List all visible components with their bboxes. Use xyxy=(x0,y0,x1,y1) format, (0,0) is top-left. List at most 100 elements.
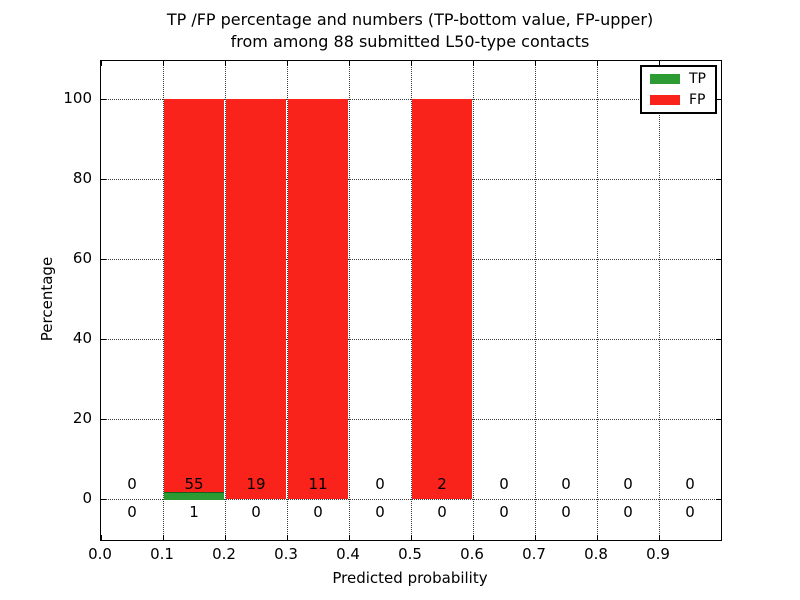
gridline-y xyxy=(101,419,721,420)
gridline-x xyxy=(659,61,660,540)
x-tick-mark xyxy=(411,61,412,66)
y-tick-label: 60 xyxy=(72,249,92,267)
legend-item-tp: TP xyxy=(650,72,706,86)
x-tick-mark xyxy=(349,535,350,540)
y-tick-label: 20 xyxy=(72,409,92,427)
x-tick-label: 0.1 xyxy=(150,545,174,563)
y-tick-mark xyxy=(101,179,106,180)
bar-fp xyxy=(412,99,472,499)
y-tick-mark xyxy=(716,339,721,340)
plot-area: 0 0 55 1 19 0 11 0 0 0 2 0 0 0 0 0 0 0 0 0 TP FP xyxy=(100,60,722,541)
gridline-x xyxy=(597,61,598,540)
x-tick-label: 0.2 xyxy=(212,545,236,563)
x-tick-mark xyxy=(659,535,660,540)
x-tick-mark xyxy=(225,61,226,66)
fp-count-label: 0 xyxy=(623,475,633,493)
y-tick-mark xyxy=(716,179,721,180)
y-tick-mark xyxy=(101,259,106,260)
x-tick-mark xyxy=(411,535,412,540)
tp-count-label: 0 xyxy=(623,503,633,521)
gridline-y xyxy=(101,339,721,340)
y-tick-label: 40 xyxy=(72,329,92,347)
x-tick-mark xyxy=(659,61,660,66)
bar-fp xyxy=(288,99,348,499)
legend: TP FP xyxy=(640,65,717,114)
x-tick-mark xyxy=(473,535,474,540)
gridline-x xyxy=(163,61,164,540)
y-tick-label: 0 xyxy=(82,489,92,507)
x-tick-label: 0.8 xyxy=(584,545,608,563)
fp-swatch xyxy=(650,95,680,105)
legend-label-tp: TP xyxy=(689,71,706,87)
x-tick-label: 0.0 xyxy=(88,545,112,563)
legend-label-fp: FP xyxy=(689,92,706,108)
chart-title-line2: from among 88 submitted L50-type contact… xyxy=(230,32,590,51)
x-tick-mark xyxy=(349,61,350,66)
x-tick-mark xyxy=(473,61,474,66)
x-tick-mark xyxy=(287,61,288,66)
y-tick-mark xyxy=(101,339,106,340)
gridline-x xyxy=(349,61,350,540)
gridline-y xyxy=(101,99,721,100)
bar-tp xyxy=(164,491,224,500)
y-tick-mark xyxy=(716,499,721,500)
tp-count-label: 0 xyxy=(313,503,323,521)
legend-item-fp: FP xyxy=(650,93,706,107)
tp-count-label: 0 xyxy=(437,503,447,521)
tp-count-label: 0 xyxy=(499,503,509,521)
fp-count-label: 2 xyxy=(437,475,447,493)
tp-count-label: 0 xyxy=(251,503,261,521)
x-tick-mark xyxy=(287,535,288,540)
y-tick-label: 100 xyxy=(63,89,92,107)
y-axis-label: Percentage xyxy=(38,256,56,342)
y-tick-mark xyxy=(716,99,721,100)
y-tick-mark xyxy=(716,419,721,420)
x-tick-label: 0.9 xyxy=(646,545,670,563)
fp-count-label: 55 xyxy=(184,475,204,493)
fp-count-label: 19 xyxy=(246,475,266,493)
bar-fp xyxy=(226,99,286,499)
x-tick-mark xyxy=(597,535,598,540)
bar-fp xyxy=(164,99,224,492)
y-tick-mark xyxy=(101,99,106,100)
x-tick-mark xyxy=(535,535,536,540)
fp-count-label: 0 xyxy=(685,475,695,493)
gridline-x xyxy=(535,61,536,540)
x-tick-label: 0.6 xyxy=(460,545,484,563)
x-tick-mark xyxy=(101,61,102,66)
x-tick-label: 0.4 xyxy=(336,545,360,563)
gridline-y xyxy=(101,259,721,260)
fp-count-label: 11 xyxy=(308,475,328,493)
tp-count-label: 0 xyxy=(127,503,137,521)
x-tick-mark xyxy=(101,535,102,540)
y-tick-mark xyxy=(716,259,721,260)
gridline-x xyxy=(287,61,288,540)
tp-count-label: 0 xyxy=(685,503,695,521)
tp-count-label: 0 xyxy=(375,503,385,521)
fp-count-label: 0 xyxy=(375,475,385,493)
tp-swatch xyxy=(650,74,680,84)
x-tick-label: 0.5 xyxy=(398,545,422,563)
x-tick-mark xyxy=(535,61,536,66)
x-tick-mark xyxy=(225,535,226,540)
x-tick-mark xyxy=(163,535,164,540)
x-tick-mark xyxy=(597,61,598,66)
tp-count-label: 0 xyxy=(561,503,571,521)
x-tick-label: 0.3 xyxy=(274,545,298,563)
x-axis-label: Predicted probability xyxy=(332,569,488,587)
gridline-y xyxy=(101,179,721,180)
fp-count-label: 0 xyxy=(561,475,571,493)
gridline-x xyxy=(411,61,412,540)
x-tick-label: 0.7 xyxy=(522,545,546,563)
fp-count-label: 0 xyxy=(127,475,137,493)
chart-title: TP /FP percentage and numbers (TP-bottom… xyxy=(100,9,720,53)
tp-count-label: 1 xyxy=(189,503,199,521)
fp-count-label: 0 xyxy=(499,475,509,493)
gridline-x xyxy=(225,61,226,540)
gridline-x xyxy=(473,61,474,540)
y-tick-mark xyxy=(101,499,106,500)
x-tick-mark xyxy=(163,61,164,66)
y-tick-label: 80 xyxy=(72,169,92,187)
chart-title-line1: TP /FP percentage and numbers (TP-bottom… xyxy=(166,10,654,29)
